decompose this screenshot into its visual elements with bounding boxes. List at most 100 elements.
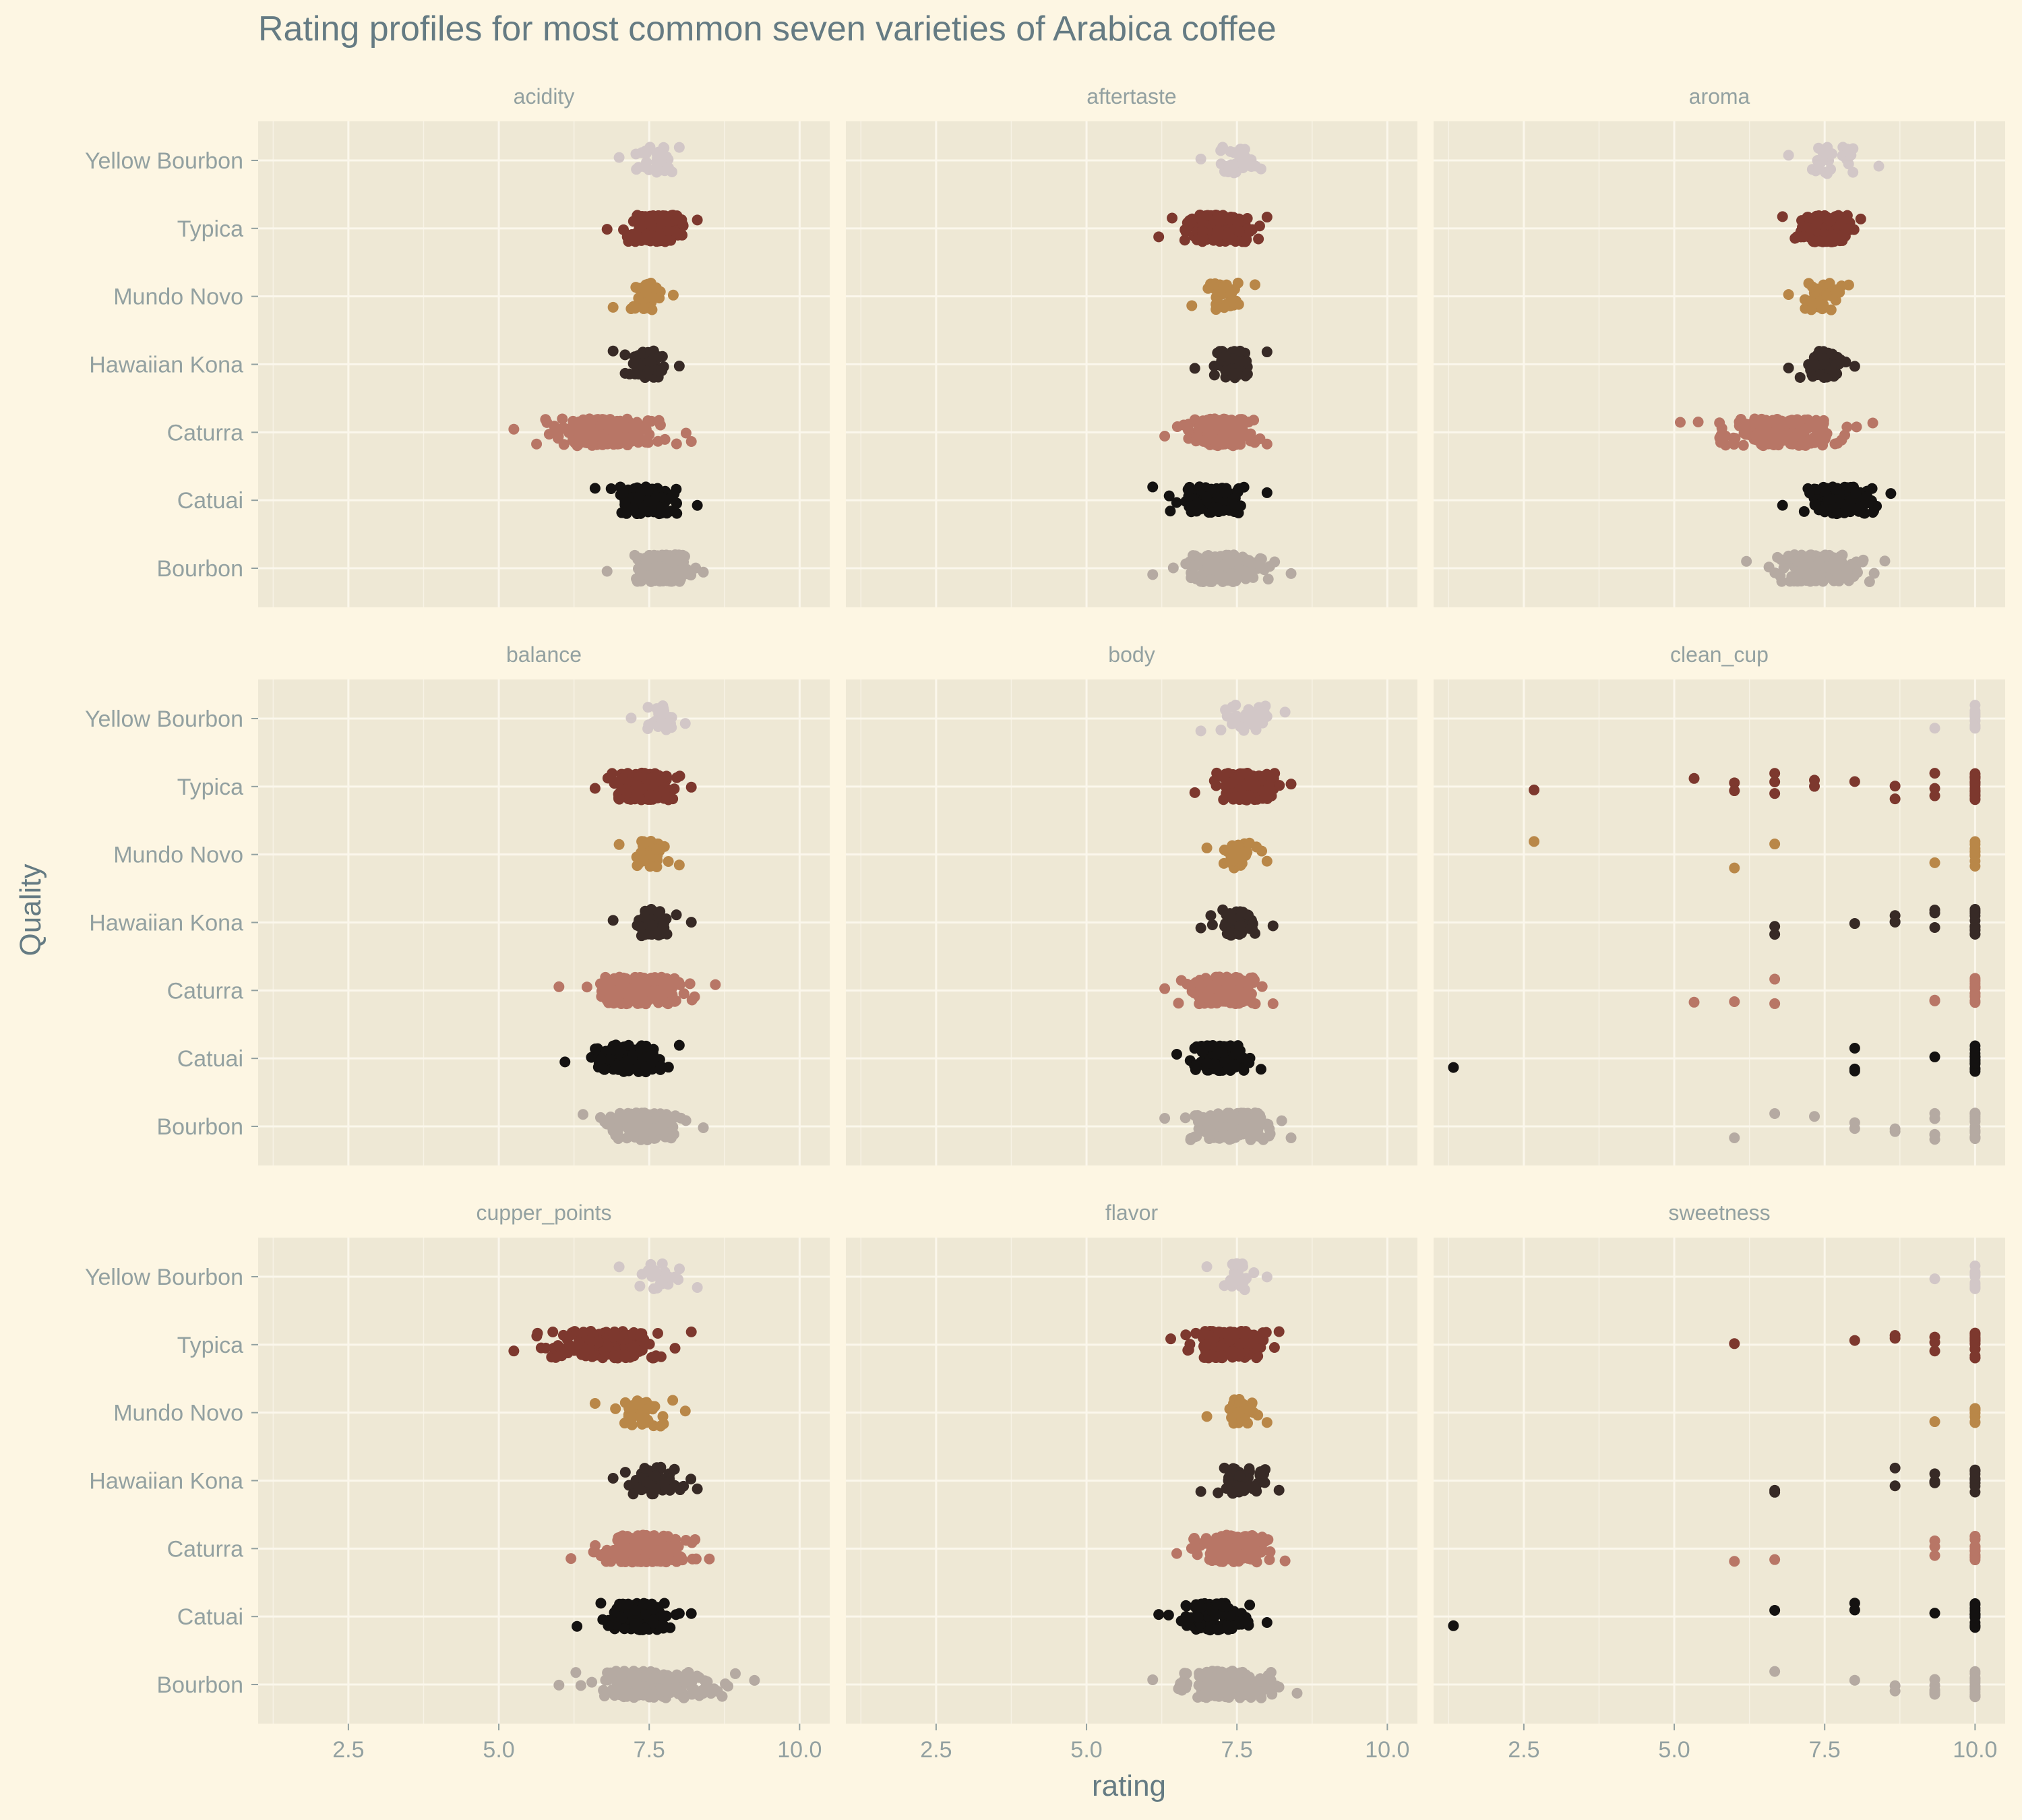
facet-clean_cup: clean_cup — [1434, 642, 2005, 1165]
data-point-typica — [1969, 794, 1981, 806]
y-tick-label: Bourbon — [156, 1672, 243, 1698]
data-point-typica — [589, 783, 601, 794]
data-point-caturra — [1808, 433, 1820, 445]
data-point-hawaiian-kona — [1206, 919, 1218, 931]
data-point-caturra — [590, 429, 601, 440]
data-point-bourbon — [1809, 1111, 1820, 1122]
data-point-catuai — [1182, 484, 1194, 495]
data-point-mundo-novo — [1818, 299, 1829, 311]
data-point-bourbon — [641, 557, 652, 569]
data-point-mundo-novo — [633, 293, 644, 304]
data-point-caturra — [620, 973, 632, 984]
data-point-yellow-bourbon — [1215, 158, 1227, 170]
data-point-bourbon — [641, 1689, 652, 1701]
data-point-caturra — [1245, 435, 1256, 447]
data-point-caturra — [640, 437, 652, 448]
data-point-caturra — [653, 415, 665, 426]
data-point-typica — [663, 235, 675, 246]
y-tick-label: Mundo Novo — [113, 1401, 243, 1426]
data-point-mundo-novo — [1929, 857, 1940, 868]
data-point-bourbon — [632, 1680, 643, 1691]
data-point-typica — [1835, 218, 1847, 230]
data-point-caturra — [1267, 998, 1279, 1009]
data-point-bourbon — [607, 1125, 619, 1136]
data-point-bourbon — [1729, 1132, 1740, 1143]
data-point-mundo-novo — [1218, 857, 1229, 869]
data-point-catuai — [625, 1064, 636, 1075]
y-tick-label: Mundo Novo — [113, 843, 243, 868]
data-point-bourbon — [601, 566, 613, 577]
data-point-bourbon — [654, 1124, 666, 1135]
data-point-bourbon — [600, 1674, 611, 1686]
facet-cupper_points: cupper_pointsBourbonCatuaiCaturraHawaiia… — [85, 1201, 830, 1763]
data-point-catuai — [1163, 490, 1175, 502]
data-point-mundo-novo — [1836, 280, 1847, 292]
data-point-typica — [617, 772, 628, 784]
data-point-bourbon — [1776, 576, 1787, 587]
data-point-catuai — [619, 1623, 630, 1635]
y-tick-label: Catuai — [177, 1046, 243, 1072]
data-point-bourbon — [1244, 1126, 1255, 1138]
data-point-bourbon — [1263, 1130, 1275, 1142]
data-point-catuai — [1184, 501, 1195, 512]
data-point-typica — [1244, 226, 1256, 237]
data-point-mundo-novo — [1186, 300, 1198, 311]
data-point-bourbon — [1221, 549, 1232, 561]
data-point-caturra — [627, 419, 639, 431]
data-point-caturra — [1793, 415, 1804, 427]
data-point-typica — [1729, 785, 1740, 797]
data-point-hawaiian-kona — [1242, 368, 1253, 380]
data-point-bourbon — [1159, 1113, 1171, 1124]
data-point-yellow-bourbon — [673, 142, 685, 153]
data-point-yellow-bourbon — [643, 164, 654, 175]
data-point-bourbon — [658, 563, 669, 574]
data-point-caturra — [1233, 975, 1245, 987]
data-point-caturra — [685, 435, 697, 447]
data-point-catuai — [605, 483, 617, 494]
data-point-caturra — [1769, 973, 1781, 985]
data-point-catuai — [623, 1598, 634, 1610]
data-point-mundo-novo — [638, 855, 650, 866]
data-point-bourbon — [638, 1132, 650, 1143]
data-point-catuai — [1261, 487, 1273, 498]
facet-title-clean_cup: clean_cup — [1670, 642, 1769, 667]
data-point-caturra — [1867, 417, 1878, 429]
data-point-bourbon — [1191, 1130, 1202, 1142]
data-point-yellow-bourbon — [643, 719, 654, 731]
data-point-hawaiian-kona — [685, 917, 697, 928]
data-point-caturra — [1781, 429, 1793, 441]
data-point-bourbon — [659, 1112, 671, 1124]
data-point-bourbon — [1813, 556, 1825, 568]
data-point-yellow-bourbon — [1225, 146, 1236, 157]
data-point-yellow-bourbon — [1195, 153, 1206, 164]
data-point-caturra — [1230, 420, 1242, 431]
data-point-mundo-novo — [1769, 839, 1781, 850]
data-point-catuai — [615, 1044, 627, 1056]
data-point-yellow-bourbon — [1221, 710, 1233, 722]
data-point-catuai — [1885, 488, 1897, 499]
x-tick-label: 5.0 — [483, 1737, 514, 1763]
y-tick-label: Caturra — [167, 978, 243, 1004]
data-point-bourbon — [1180, 1112, 1191, 1124]
data-point-caturra — [680, 427, 692, 439]
data-point-catuai — [640, 1622, 651, 1634]
data-point-bourbon — [1851, 567, 1863, 578]
data-point-caturra — [1969, 983, 1981, 994]
data-point-caturra — [1969, 973, 1981, 984]
data-point-caturra — [622, 439, 634, 451]
data-point-hawaiian-kona — [627, 358, 639, 369]
y-tick-label: Yellow Bourbon — [85, 148, 243, 174]
data-point-bourbon — [1889, 1126, 1901, 1137]
data-point-typica — [692, 214, 703, 226]
data-point-typica — [669, 783, 680, 795]
data-point-typica — [652, 231, 663, 242]
data-point-mundo-novo — [1211, 304, 1222, 315]
data-point-typica — [1826, 229, 1837, 240]
data-point-catuai — [1171, 497, 1182, 508]
data-point-mundo-novo — [1969, 836, 1981, 847]
data-point-bourbon — [659, 551, 671, 562]
data-point-bourbon — [1802, 574, 1814, 586]
data-point-typica — [641, 229, 652, 240]
data-point-bourbon — [632, 563, 644, 574]
data-point-bourbon — [1849, 1123, 1860, 1134]
